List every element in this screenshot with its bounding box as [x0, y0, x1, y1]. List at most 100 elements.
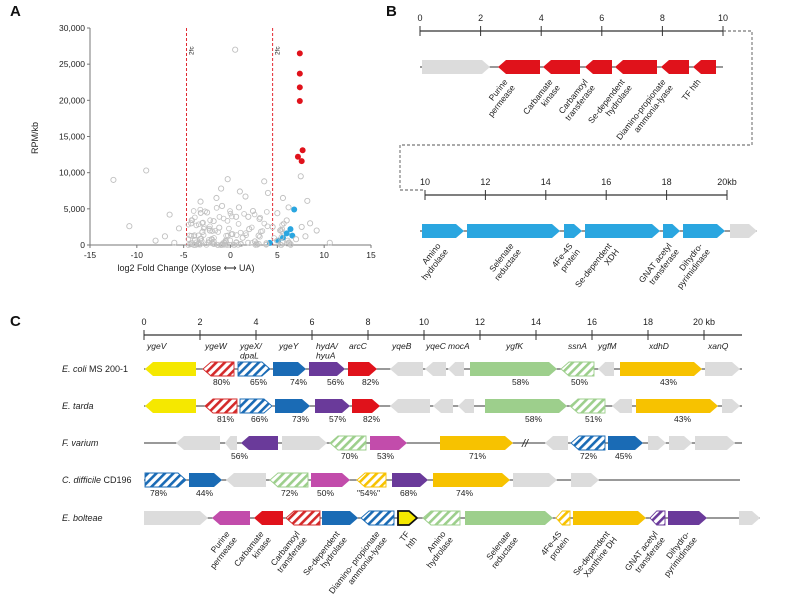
scatter-point-grey — [242, 193, 249, 200]
identity-percent: 78% — [150, 488, 167, 498]
gene-arrow — [145, 399, 196, 413]
organism-species: E. tarda — [62, 401, 94, 411]
scatter-point-grey — [195, 221, 202, 228]
scatter-point-grey — [302, 233, 309, 240]
gene-label: GNAT acetyltransferase — [637, 241, 682, 290]
scatter-point-grey — [279, 222, 285, 228]
gene-arrow — [555, 510, 571, 526]
scatter-point-grey — [217, 242, 224, 248]
gene-name: ygeW — [204, 341, 228, 351]
gene-arrow-blue — [683, 224, 725, 238]
scatter-point-grey — [259, 228, 266, 234]
ruler-bottom-tick-label: 12 — [480, 177, 490, 187]
scatter-point-grey — [205, 237, 212, 243]
scatter-point-grey — [257, 233, 263, 240]
scatter-point-grey — [293, 236, 300, 243]
gene-arrow — [560, 361, 595, 377]
scatter-point-grey — [297, 173, 304, 180]
gene-arrow — [545, 436, 568, 450]
scatter-point-grey — [307, 220, 314, 227]
gene-arrow-yellow — [397, 510, 419, 526]
gene-name: hydA/hyuA — [316, 341, 339, 360]
gene-name: arcC — [349, 341, 368, 351]
identity-percent: 74% — [456, 488, 473, 498]
scatter-point-grey — [219, 202, 226, 209]
scatter-point-grey — [287, 242, 294, 248]
scatter-point-grey — [207, 217, 213, 224]
scatter-point-grey — [197, 198, 204, 205]
scatter-point-grey — [209, 240, 215, 246]
organism-strain: MS 200-1 — [87, 364, 129, 374]
organism-species: E. bolteae — [62, 513, 103, 523]
scatter-point-grey — [175, 225, 183, 232]
ruler-top-tick-label: 4 — [539, 13, 544, 23]
gene-label: GNAT acetyltransferase — [623, 529, 668, 578]
gene-arrow — [212, 511, 250, 525]
scatter-point-red — [298, 158, 305, 165]
scatter-point-grey — [237, 229, 244, 236]
identity-percent: 56% — [231, 451, 248, 461]
gene-arrow — [570, 435, 606, 451]
scatter-point-grey — [238, 240, 244, 247]
gene-arrow — [569, 398, 606, 414]
plot-axes: -15 -10 -5 0 5 10 15 0 5,000 10,000 15,000 20,000 25… — [59, 23, 376, 260]
gene-label: Dihydro-pyrimidinase — [654, 529, 699, 579]
gene-arrow — [465, 511, 553, 525]
scatter-point-grey — [171, 239, 178, 246]
volcano-plot: -15 -10 -5 0 5 10 15 0 5,000 10,000 15,000 20,000 25… — [30, 23, 376, 273]
gene-arrow — [241, 436, 278, 450]
scatter-point-grey — [304, 197, 311, 204]
gene-label: Se-dependentXDH — [573, 241, 622, 296]
gene-label: Purinepermease — [478, 77, 517, 119]
identity-percent: 58% — [512, 377, 529, 387]
gene-arrow — [669, 436, 692, 450]
identity-percent: 81% — [217, 414, 234, 424]
scatter-point-grey — [185, 236, 192, 242]
gene-cluster-comparison: 0 2 4 6 8 10 12 14 16 18 20 kb ygeV ygeW ygeX/dpaL yge… — [62, 317, 760, 594]
identity-percent: 70% — [341, 451, 358, 461]
gene-cluster-map: 0 2 4 6 8 10 10 12 14 16 18 20kb Purinepermease Carba… — [399, 13, 757, 296]
scatter-point-grey — [233, 213, 240, 220]
identity-percent: 80% — [213, 377, 230, 387]
gene-arrow — [315, 399, 350, 413]
scatter-point-grey — [199, 228, 206, 236]
break-mark: // — [521, 438, 529, 450]
scatter-point-grey — [235, 242, 241, 248]
scatter-point-grey — [235, 204, 242, 211]
scatter-point-red — [296, 70, 303, 77]
gene-arrow — [636, 399, 718, 413]
y-tick-label: 15,000 — [59, 132, 85, 142]
scatter-point-grey — [242, 230, 249, 236]
gene-arrow — [668, 511, 707, 525]
scatter-point-grey — [232, 46, 239, 53]
gene-arrow — [254, 511, 283, 525]
scatter-point-grey — [274, 210, 281, 217]
gene-arrow — [695, 436, 735, 450]
x-tick-label: 10 — [319, 250, 329, 260]
scatter-point-grey — [326, 239, 333, 246]
scatter-point-grey — [249, 207, 257, 215]
scatter-cloud — [185, 205, 294, 248]
ruler-bottom-tick-label: 10 — [420, 177, 430, 187]
scatter-point-grey — [227, 208, 233, 214]
scatter-point-grey — [283, 217, 290, 224]
x-tick-label: 5 — [275, 250, 280, 260]
gene-arrow — [202, 361, 235, 377]
scatter-point-grey — [257, 214, 263, 221]
gene-name: ygeX/dpaL — [239, 341, 263, 360]
organism-row: F. varium 56% 70% 53% 71% 72% 45% — [62, 435, 742, 461]
gene-arrow-red — [498, 60, 540, 74]
ruler-top-tick-label: 10 — [718, 13, 728, 23]
scatter-point-grey — [188, 220, 195, 227]
gene-arrow — [425, 362, 446, 376]
scatter-point-blue — [287, 226, 294, 233]
identity-percent: 82% — [362, 377, 379, 387]
gene-arrow — [225, 436, 237, 450]
gene-label: Carbamatekinase — [232, 529, 273, 574]
gene-label: 4Fe-4Sprotein — [539, 529, 572, 563]
gene-arrow — [705, 362, 740, 376]
gene-arrow — [311, 473, 350, 487]
gene-arrow-grey — [730, 224, 757, 238]
gene-arrow-red — [693, 60, 716, 74]
